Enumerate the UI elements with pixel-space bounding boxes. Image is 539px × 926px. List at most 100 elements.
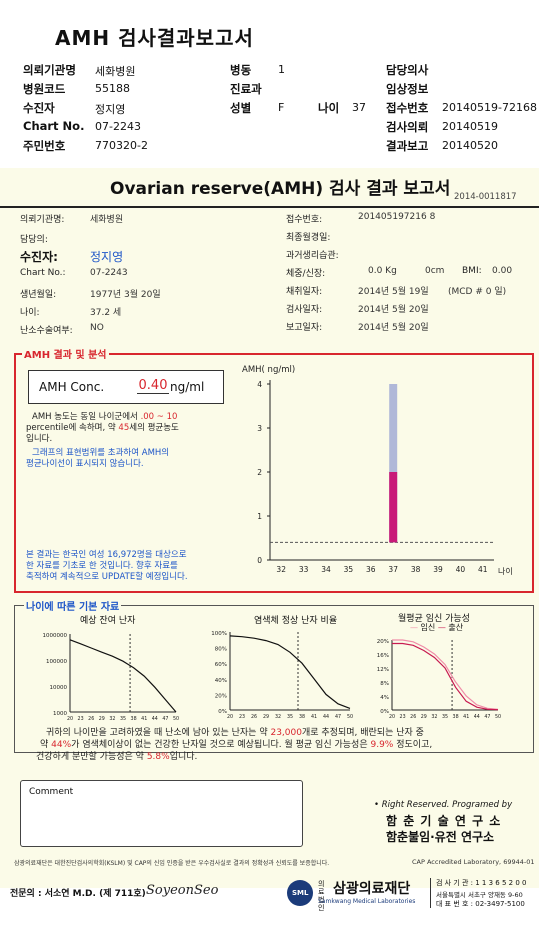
chart-ytick-label: 4% <box>380 695 389 701</box>
doctor-label: 담당의: <box>20 235 48 245</box>
chart-pregnancy-rate: 20% 16% 12% 8% 4% 0%20 23 26 29 32 35 38 41 44 47 50 <box>377 639 501 720</box>
chart-xtick-label: 38 <box>131 716 137 722</box>
header-label: 접수번호 <box>386 101 429 115</box>
past-mens-label: 과거생리습관: <box>286 251 339 261</box>
last-mens-label: 최종월경일: <box>286 233 331 243</box>
amh-note-line2: percentile에 속하며, 약 45세의 평균농도 <box>26 423 179 433</box>
amh-xtick-label: 36 <box>366 565 376 574</box>
chart-xtick-label: 50 <box>495 714 501 720</box>
header-label: 담당의사 <box>386 63 429 77</box>
amh-ytick-label: 4 <box>257 380 262 389</box>
header-value: 55188 <box>95 82 130 95</box>
chart-xtick-label: 26 <box>251 714 257 720</box>
chart-ytick-label: 16% <box>377 653 389 659</box>
data-note-line2: 한 자료를 기초로 한 것입니다. 향후 자료를 <box>26 561 178 571</box>
header-value: 770320-2 <box>95 139 148 152</box>
amh-xtick-label: 37 <box>388 565 398 574</box>
chart-series-line <box>392 642 499 711</box>
amh-note-line3: 입니다. <box>26 434 53 444</box>
chart-xtick-label: 35 <box>442 714 448 720</box>
page-title: AMH 검사결과보고서 <box>55 26 254 50</box>
chart-xtick-label: 35 <box>287 714 293 720</box>
amh-ylabel: AMH( ng/ml) <box>242 365 295 375</box>
amh-xtick-label: 34 <box>321 565 331 574</box>
chart-xtick-label: 50 <box>173 716 179 722</box>
rights-text: • Right Reserved. Programed by <box>374 800 513 810</box>
chart-ytick-label: 0% <box>380 709 389 715</box>
header-label: 병동 <box>230 63 252 77</box>
amh-conc-value: 0.40 <box>137 378 169 394</box>
header-value: 20140519 <box>442 120 498 133</box>
chart-xtick-label: 35 <box>120 716 126 722</box>
amh-xtick-label: 35 <box>344 565 354 574</box>
chart-ytick-label: 80% <box>215 647 227 653</box>
amh-xtick-label: 41 <box>478 565 488 574</box>
amh-conc-box: AMH Conc. 0.40 ng/ml <box>28 370 224 404</box>
summary-line3: 건강하게 분만할 가능성은 약 5.8%입니다. <box>36 752 198 762</box>
foundation-english: Samkwang Medical Laboratories <box>318 898 416 905</box>
foundation-name: 삼광의료재단 <box>333 881 411 897</box>
weight-value: 0.0 Kg <box>368 266 397 276</box>
amh-ytick-label: 3 <box>257 424 262 433</box>
chart-xtick-label: 32 <box>431 714 437 720</box>
chart-xtick-label: 23 <box>400 714 406 720</box>
header-value: 37 <box>352 101 366 114</box>
receipt-value: 201405197216 8 <box>358 212 436 222</box>
legend-pregnancy: 임신 <box>420 623 436 632</box>
summary-normal-pct: 44% <box>51 740 72 750</box>
comment-label: Comment <box>29 787 74 797</box>
header-label: 수진자 <box>23 101 55 115</box>
chart-xtick-label: 23 <box>78 716 84 722</box>
chart-ytick-label: 100000 <box>46 659 67 665</box>
collect-label: 채취일자: <box>286 287 323 297</box>
comment-box[interactable]: Comment <box>20 780 303 847</box>
chart-xtick-label: 20 <box>227 714 233 720</box>
amh-range-bar <box>389 384 398 543</box>
chart-xtick-label: 29 <box>99 716 105 722</box>
chart3-legend: — 임신 — 출산 <box>410 623 464 632</box>
legend-birth: 출산 <box>448 623 464 632</box>
specialist-signature: SoyeonSeo <box>146 883 219 898</box>
bmi-value: 0.00 <box>492 266 513 276</box>
chart-series-line <box>229 635 351 709</box>
summary-line2: 약 44%가 염색체이상이 없는 건강한 난자일 것으로 예상됩니다. 월 평균… <box>40 740 433 750</box>
specialist: 전문의 : 서소연 M.D. (제 711호) <box>10 889 146 899</box>
chart-series-line <box>69 639 177 713</box>
header-label: 결과보고 <box>386 139 429 153</box>
summary-birth-pct: 5.8% <box>146 752 170 762</box>
dob-label: 생년월일: <box>20 290 57 300</box>
height-value: 0cm <box>425 266 445 276</box>
foundation-tag: 의료법인 <box>318 880 325 912</box>
header-value: 20140519-72168 <box>442 101 537 114</box>
chart-label: Chart No.: <box>20 268 66 278</box>
report-date-label: 보고일자: <box>286 323 323 333</box>
header-label: 병원코드 <box>23 82 66 96</box>
header-label: 진료과 <box>230 82 262 96</box>
certification-note: 삼광의료재단은 대한진단검사의학회(KSLM) 및 CAP의 신임 인증을 받은… <box>14 860 330 867</box>
summary-eggs: 23,000 <box>270 728 302 738</box>
amh-equiv-age: 45 <box>118 423 130 433</box>
amh-xtick-label: 33 <box>299 565 309 574</box>
chart-ytick-label: 100% <box>211 631 227 637</box>
dob-value: 1977년 3월 20일 <box>90 290 161 300</box>
chart-xtick-label: 20 <box>389 714 395 720</box>
chart-ytick-label: 60% <box>215 662 227 668</box>
chart-xtick-label: 23 <box>239 714 245 720</box>
amh-percentile-range: .00 ~ 10 <box>140 412 178 422</box>
header-value: 정지영 <box>95 103 126 116</box>
chart-xtick-label: 44 <box>152 716 158 722</box>
hospital-value: 세화병원 <box>90 215 124 225</box>
header-label: 나이 <box>318 101 340 115</box>
amh-ytick-label: 1 <box>257 512 262 521</box>
chart-ytick-label: 40% <box>215 678 227 684</box>
amh-conc-label: AMH Conc. <box>39 380 105 394</box>
header-label: 성별 <box>230 101 252 115</box>
org-research-2: 함춘불임·유전 연구소 <box>386 830 495 844</box>
chart-ytick-label: 20% <box>215 693 227 699</box>
summary-pregnancy-pct: 9.9% <box>370 740 394 750</box>
amh-conc-unit: ng/ml <box>170 380 205 394</box>
chart-xtick-label: 41 <box>463 714 469 720</box>
amh-value-bar <box>389 472 398 543</box>
chart-xtick-label: 44 <box>323 714 329 720</box>
